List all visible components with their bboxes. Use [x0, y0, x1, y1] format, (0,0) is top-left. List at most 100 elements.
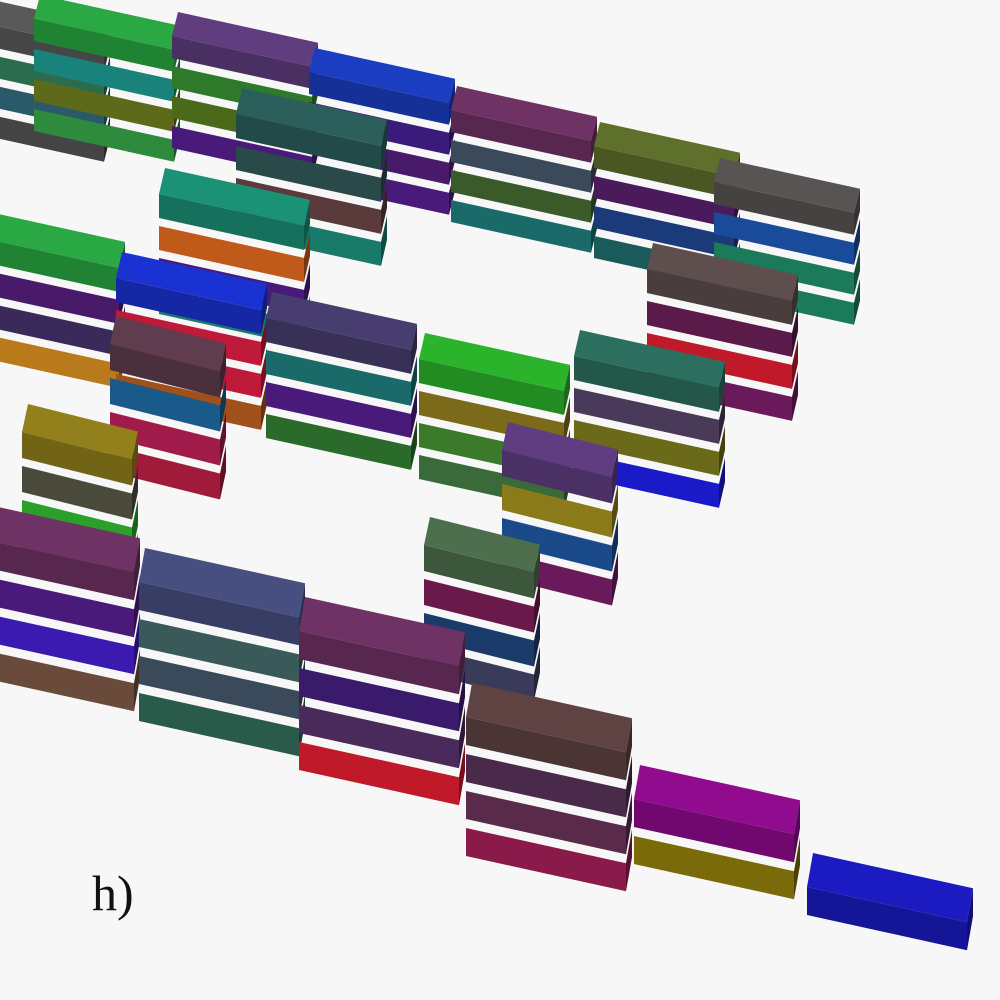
block-side-face	[612, 449, 618, 504]
block-top-face	[116, 252, 267, 310]
block-front-face	[0, 653, 134, 712]
block-front-face	[0, 337, 119, 388]
stack-row4-6	[807, 853, 973, 951]
block-front-face	[22, 432, 132, 486]
block-front-face	[574, 388, 719, 444]
block-front-face	[574, 420, 719, 476]
stack-row4-3	[299, 597, 465, 806]
stack-row4-4	[466, 683, 632, 892]
block-front-face	[266, 414, 411, 470]
block-side-face	[591, 116, 597, 163]
block-front-face	[34, 19, 174, 72]
block-front-face	[0, 116, 104, 162]
block-front-face	[110, 344, 220, 398]
block-front-face	[451, 110, 591, 163]
block-front-face	[172, 36, 312, 89]
block-front-face	[266, 382, 411, 438]
block-side-face	[220, 445, 226, 500]
block-front-face	[266, 350, 411, 406]
block-front-face	[236, 146, 381, 202]
block-front-face	[594, 206, 734, 259]
block-side-face	[534, 578, 540, 633]
block-front-face	[22, 466, 132, 520]
block-top-face	[451, 86, 597, 141]
block-front-face	[502, 518, 612, 572]
block-front-face	[574, 356, 719, 412]
panel-label: h)	[92, 865, 134, 921]
block-side-face	[719, 457, 725, 508]
block-side-face	[612, 483, 618, 538]
block-top-face	[0, 507, 140, 573]
block-front-face	[110, 378, 220, 432]
block-top-face	[266, 292, 417, 350]
block-side-face	[534, 612, 540, 667]
block-front-face	[594, 176, 734, 229]
block-front-face	[424, 545, 534, 599]
block-top-face	[466, 683, 632, 753]
stack-row4-5	[634, 765, 800, 900]
block-side-face	[459, 743, 465, 806]
stack-row2-4	[0, 214, 125, 388]
stack-row3-1	[110, 316, 226, 500]
stack-row3-3	[502, 422, 618, 606]
block-front-face	[424, 613, 534, 667]
block-side-face	[304, 199, 310, 250]
block-front-face	[34, 49, 174, 102]
block-front-face	[419, 359, 564, 415]
stack-row1-5	[451, 86, 597, 253]
block-top-face	[22, 404, 138, 460]
block-front-face	[424, 579, 534, 633]
block-front-face	[0, 305, 119, 356]
block-front-face	[309, 72, 449, 125]
block-side-face	[261, 283, 267, 334]
stack-row2-5	[266, 292, 417, 470]
block-side-face	[381, 119, 387, 170]
block-side-face	[854, 188, 860, 235]
block-top-face	[424, 517, 540, 573]
block-side-face	[459, 632, 465, 695]
block-side-face	[564, 396, 570, 447]
block-front-face	[116, 278, 261, 334]
block-front-face	[466, 717, 626, 781]
block-top-face	[34, 0, 180, 50]
block-front-face	[714, 242, 854, 295]
block-side-face	[220, 377, 226, 432]
stack-row4-2	[139, 548, 305, 757]
block-side-face	[132, 465, 138, 520]
block-top-face	[236, 88, 387, 146]
block-top-face	[634, 765, 800, 835]
block-side-face	[854, 278, 860, 325]
block-front-face	[502, 450, 612, 504]
block-front-face	[236, 114, 381, 170]
block-side-face	[134, 649, 140, 712]
block-front-face	[159, 194, 304, 250]
block-front-face	[647, 269, 792, 325]
block-front-face	[159, 226, 304, 282]
block-front-face	[299, 668, 459, 732]
block-front-face	[634, 836, 794, 900]
block-front-face	[714, 182, 854, 235]
block-side-face	[534, 646, 540, 701]
block-front-face	[139, 693, 299, 757]
stack-row1-2	[34, 0, 180, 162]
block-top-face	[714, 158, 860, 213]
block-top-face	[574, 330, 725, 388]
block-front-face	[110, 412, 220, 466]
block-side-face	[411, 323, 417, 374]
block-front-face	[299, 742, 459, 806]
block-side-face	[459, 669, 465, 732]
block-side-face	[626, 829, 632, 892]
block-side-face	[967, 888, 973, 951]
block-side-face	[612, 551, 618, 606]
block-side-face	[411, 355, 417, 406]
block-side-face	[854, 218, 860, 265]
block-front-face	[0, 542, 134, 601]
block-front-face	[0, 579, 134, 638]
block-front-face	[139, 582, 299, 646]
block-side-face	[626, 755, 632, 818]
block-front-face	[0, 241, 119, 292]
block-side-face	[792, 306, 798, 357]
block-side-face	[719, 425, 725, 476]
block-top-face	[139, 548, 305, 618]
